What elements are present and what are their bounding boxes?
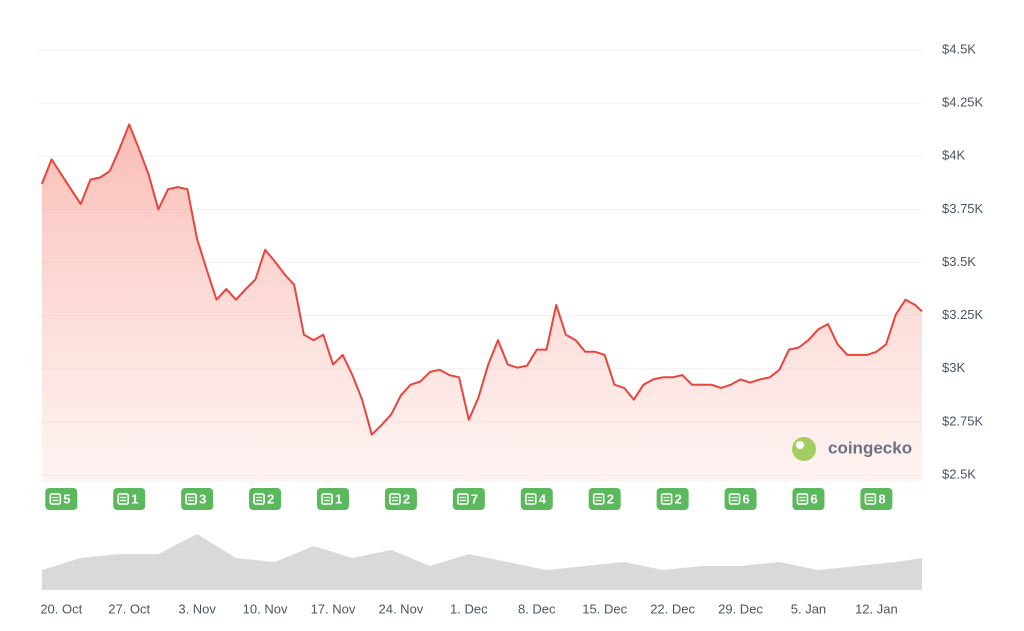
- news-icon: [117, 493, 130, 505]
- watermark-logo: [792, 437, 816, 461]
- price-area: [41, 124, 922, 482]
- y-tick-label: $2.5K: [942, 466, 976, 481]
- x-tick-label: 22. Dec: [650, 601, 695, 616]
- y-tick-label: $3K: [942, 360, 965, 375]
- news-icon: [321, 493, 333, 505]
- news-icon: [457, 493, 469, 505]
- news-count: 4: [539, 491, 547, 506]
- y-tick-label: $3.5K: [942, 254, 976, 269]
- news-badge[interactable]: 5: [45, 488, 78, 510]
- news-icon: [592, 493, 605, 505]
- y-tick-label: $4K: [942, 148, 965, 163]
- news-badge[interactable]: 4: [520, 488, 553, 510]
- news-icon: [660, 493, 673, 505]
- x-tick-label: 24. Nov: [379, 601, 424, 616]
- x-tick-label: 15. Dec: [582, 601, 627, 616]
- y-tick-label: $2.75K: [942, 413, 984, 428]
- news-icon: [49, 493, 62, 505]
- news-count: 2: [675, 491, 682, 506]
- news-badge[interactable]: 6: [792, 488, 825, 510]
- x-tick-label: 10. Nov: [243, 601, 288, 616]
- news-count: 8: [878, 491, 885, 506]
- news-count: 2: [267, 491, 274, 506]
- news-icon: [185, 493, 197, 505]
- x-tick-label: 20. Oct: [40, 601, 82, 616]
- news-badge[interactable]: 2: [588, 488, 621, 510]
- news-icon: [524, 493, 537, 505]
- news-badge[interactable]: 3: [181, 488, 214, 510]
- news-badge[interactable]: 1: [113, 488, 146, 510]
- news-badge[interactable]: 1: [316, 488, 349, 510]
- x-tick-label: 12. Jan: [855, 601, 898, 616]
- x-tick-label: 5. Jan: [791, 601, 826, 616]
- y-tick-label: $4.5K: [942, 41, 976, 56]
- x-tick-label: 29. Dec: [718, 601, 763, 616]
- y-tick-label: $4.25K: [942, 95, 984, 110]
- news-icon: [728, 493, 741, 505]
- news-count: 1: [335, 491, 342, 506]
- news-icon: [796, 493, 809, 505]
- news-icon: [253, 493, 265, 505]
- y-tick-label: $3.75K: [942, 201, 984, 216]
- news-count: 2: [403, 491, 410, 506]
- volume-area: [41, 534, 922, 590]
- news-badge[interactable]: 2: [384, 488, 417, 510]
- y-tick-label: $3.25K: [942, 307, 984, 322]
- price-line: [40, 123, 923, 436]
- news-count: 1: [131, 491, 138, 506]
- news-count: 2: [607, 491, 614, 506]
- news-badge[interactable]: 2: [249, 488, 282, 510]
- labels: $2.5K $2.75K $3K $3.25K $3.5K $3.75K $4K $4.25K…: [40, 41, 983, 616]
- news-badge[interactable]: 7: [452, 488, 485, 510]
- news-count: 3: [199, 491, 206, 506]
- news-count: 7: [471, 491, 478, 506]
- x-tick-label: 27. Oct: [108, 601, 150, 616]
- x-tick-label: 17. Nov: [311, 601, 356, 616]
- news-badge[interactable]: 6: [724, 488, 757, 510]
- news-count: 5: [63, 491, 70, 506]
- watermark: coingecko: [792, 437, 912, 461]
- x-tick-label: 1. Dec: [450, 601, 488, 616]
- watermark-logo-eye: [796, 441, 804, 449]
- x-tick-label: 8. Dec: [518, 601, 556, 616]
- plot: [40, 123, 923, 590]
- news-icon: [864, 493, 877, 505]
- x-tick-label: 3. Nov: [178, 601, 216, 616]
- watermark-text: coingecko: [828, 438, 912, 457]
- news-icon: [389, 493, 401, 505]
- news-badge[interactable]: 8: [860, 488, 893, 510]
- news-badge[interactable]: 2: [656, 488, 689, 510]
- news-count: 6: [810, 491, 817, 506]
- news-count: 6: [743, 491, 750, 506]
